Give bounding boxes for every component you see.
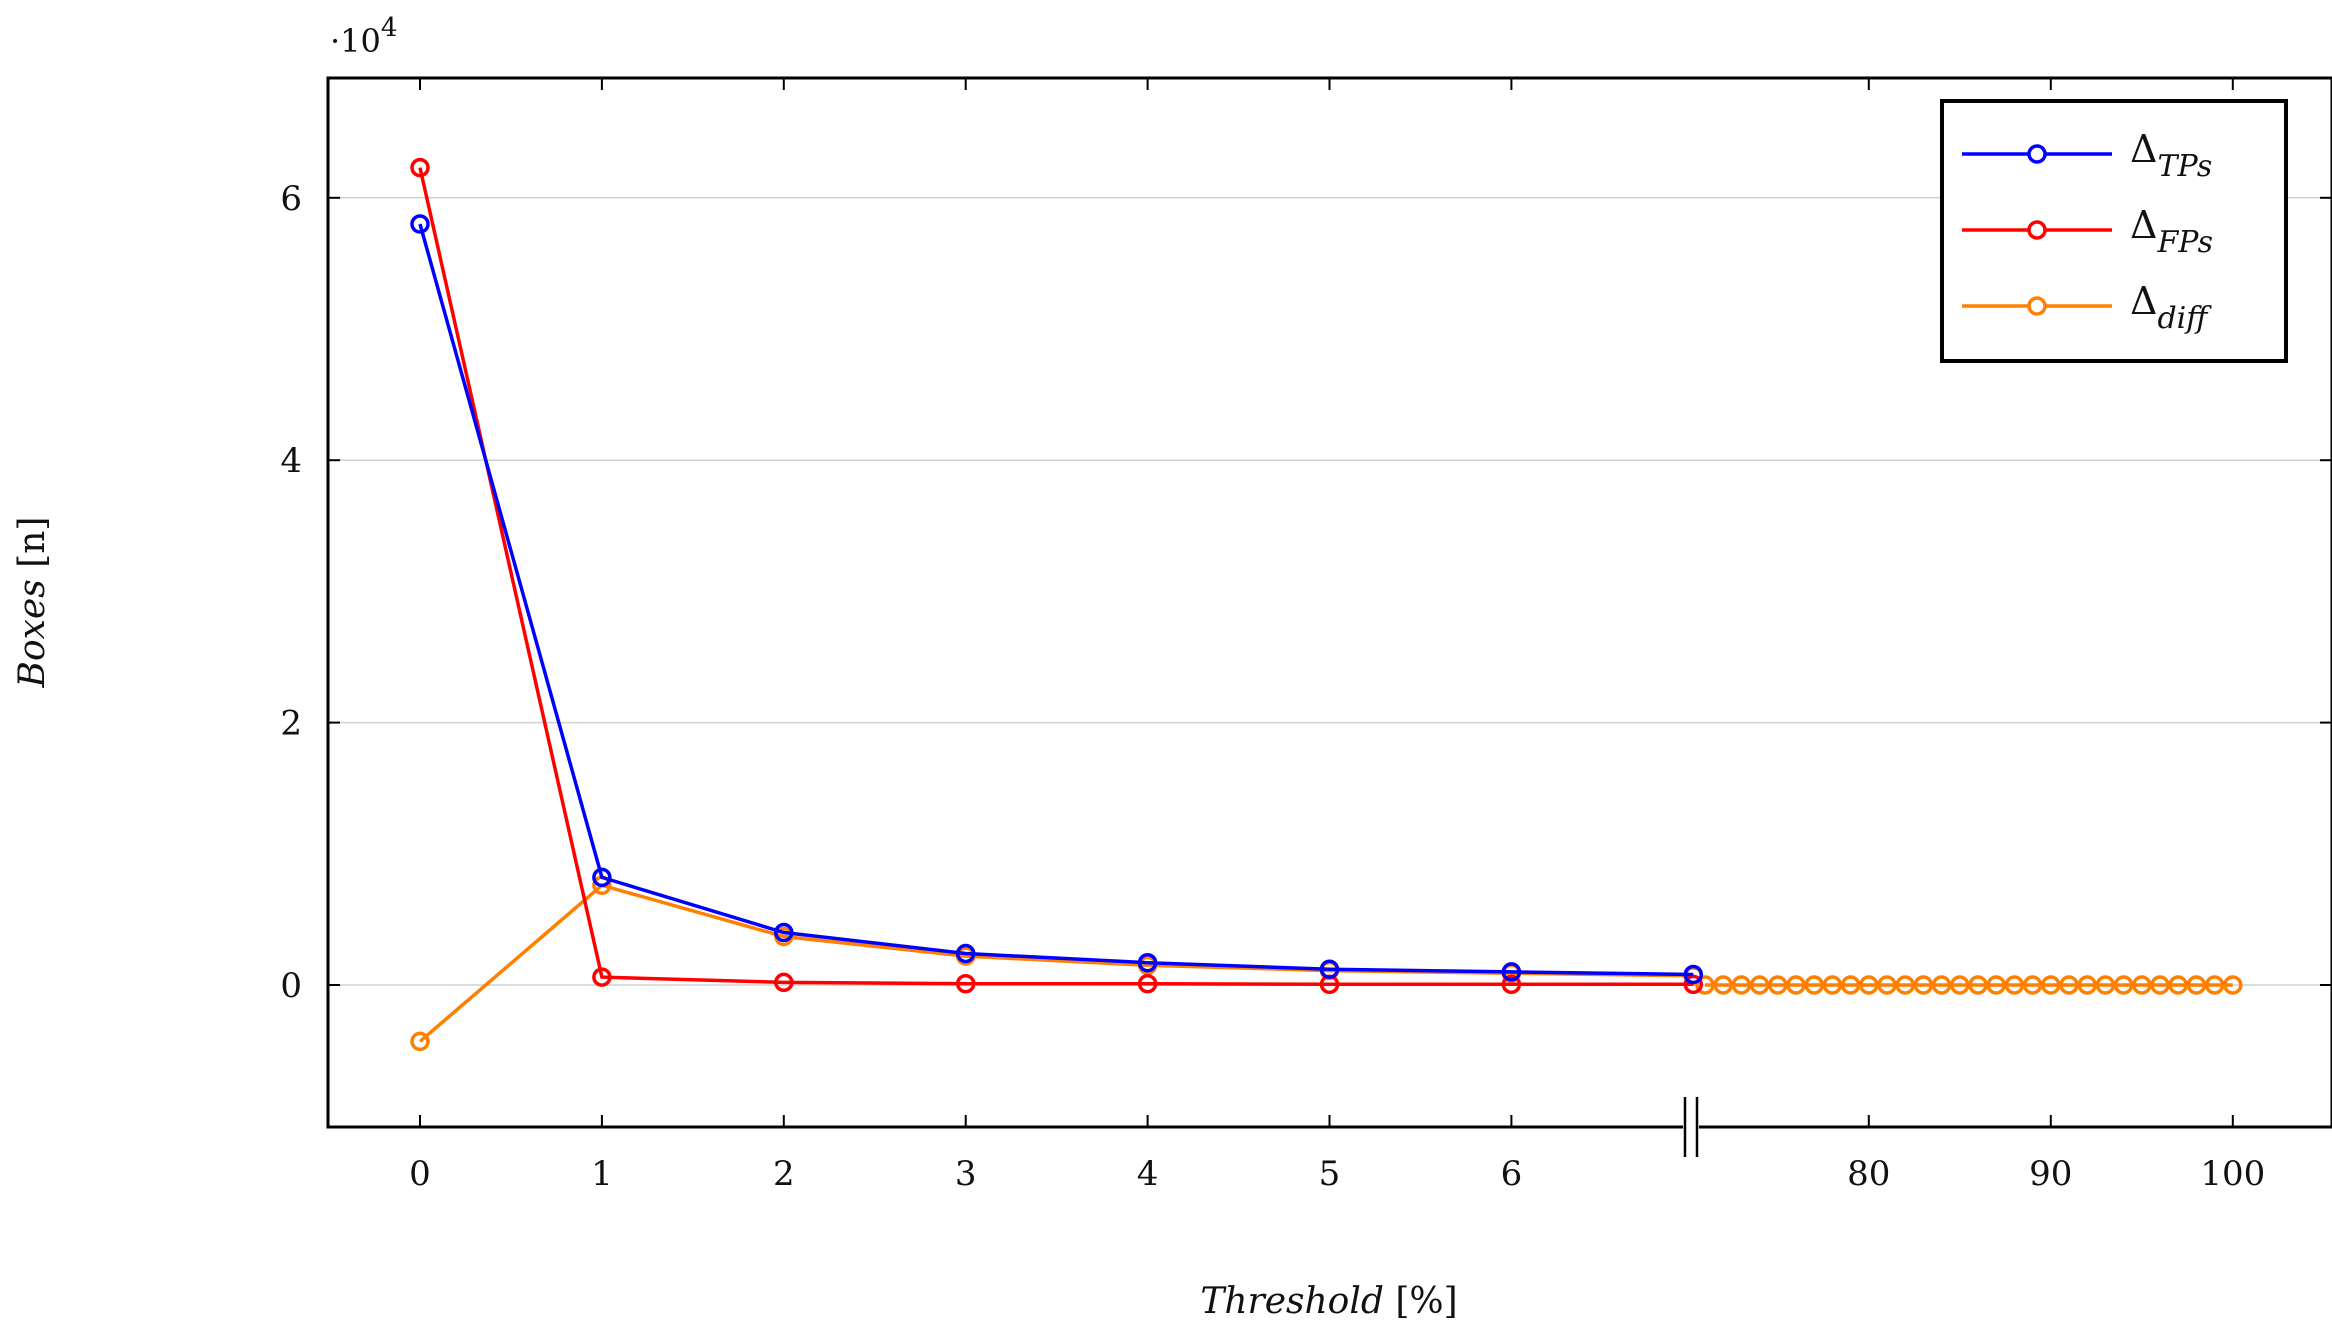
- x-axis-label: Threshold [%]: [1200, 1281, 1457, 1322]
- point-diff-17: [1859, 975, 1879, 995]
- legend-marker-diff: [2027, 296, 2047, 316]
- point-FPs-1: [592, 967, 612, 987]
- point-diff-21: [1931, 975, 1952, 995]
- point-diff-14: [1804, 975, 1824, 995]
- point-diff-32: [2132, 975, 2152, 995]
- axis-break-marker: [1683, 1097, 1699, 1157]
- point-TPs-3: [955, 943, 976, 964]
- y-tick-label-0: 0: [280, 966, 302, 1006]
- y-axis-label: Boxes [n]: [12, 517, 53, 689]
- series-TPs: [410, 214, 1704, 985]
- x-tick-label-7: 80: [1847, 1154, 1890, 1194]
- point-FPs-3: [955, 973, 976, 994]
- legend-symbol: Δ: [2130, 127, 2157, 171]
- point-diff-16: [1840, 975, 1861, 995]
- tick-labels: 0 2 4 6 0 1 2 3 4 5 6 80 90 100: [280, 179, 2265, 1194]
- y-tick-label-3: 6: [280, 179, 302, 219]
- legend-marker-FPs: [2027, 220, 2047, 240]
- point-TPs-5: [1319, 959, 1340, 980]
- point-diff-13: [1786, 975, 1806, 995]
- point-diff-37: [2223, 975, 2243, 995]
- legend-item-FPs: ΔFPs: [1962, 203, 2213, 260]
- point-diff-28: [2059, 975, 2079, 995]
- y-multiplier-base: ·10: [330, 22, 381, 60]
- x-tick-label-4: 4: [1137, 1154, 1159, 1194]
- series-line-FPs: [418, 167, 1694, 987]
- legend-label-diff: Δdiff: [2130, 279, 2212, 336]
- y-tick-label-2: 4: [280, 441, 302, 481]
- point-diff-24: [1986, 975, 2006, 995]
- y-axis-label-text: Boxes: [12, 579, 53, 688]
- series-diff: [410, 875, 2243, 1052]
- x-tick-label-2: 2: [773, 1154, 795, 1194]
- x-axis-label-unit: [%]: [1395, 1281, 1457, 1322]
- y-tick-label-1: 2: [280, 704, 302, 744]
- point-diff-10: [1731, 975, 1752, 995]
- x-tick-label-0: 0: [409, 1154, 431, 1194]
- point-diff-20: [1913, 975, 1934, 995]
- point-diff-33: [2150, 975, 2170, 995]
- x-tick-label-5: 5: [1319, 1154, 1341, 1194]
- point-diff-9: [1713, 975, 1733, 995]
- point-TPs-4: [1137, 952, 1158, 973]
- point-diff-35: [2186, 975, 2207, 995]
- point-FPs-7: [1683, 974, 1704, 995]
- x-tick-label-6: 6: [1501, 1154, 1523, 1194]
- axis-ticks: [328, 78, 2332, 1127]
- point-diff-11: [1749, 975, 1770, 995]
- plot-frame: [326, 76, 2332, 1129]
- point-FPs-0: [410, 157, 430, 178]
- point-diff-30: [2095, 975, 2116, 995]
- legend-symbol: Δ: [2130, 203, 2157, 247]
- legend-item-diff: Δdiff: [1962, 279, 2212, 336]
- break-gap: [1683, 1097, 1699, 1157]
- point-diff-23: [1968, 975, 1988, 995]
- legend-marker-TPs: [2027, 144, 2047, 164]
- point-diff-12: [1768, 975, 1788, 995]
- x-tick-label-9: 100: [2200, 1154, 2265, 1194]
- point-diff-8: [1695, 975, 1715, 995]
- point-diff-34: [2168, 975, 2188, 995]
- point-diff-19: [1895, 975, 1915, 995]
- series-line-TPs: [418, 223, 1694, 977]
- y-multiplier: ·104: [330, 13, 397, 60]
- point-TPs-1: [592, 867, 612, 888]
- x-tick-label-8: 90: [2029, 1154, 2072, 1194]
- x-axis-label-text: Threshold: [1200, 1281, 1384, 1322]
- legend-label-TPs: ΔTPs: [2130, 127, 2212, 184]
- point-diff-18: [1877, 975, 1897, 995]
- legend-subscript: diff: [2157, 301, 2212, 336]
- legend-subscript: TPs: [2157, 149, 2212, 184]
- legend-symbol: Δ: [2130, 279, 2157, 323]
- point-diff-22: [1950, 975, 1970, 995]
- x-tick-label-1: 1: [591, 1154, 613, 1194]
- x-tick-label-3: 3: [955, 1154, 977, 1194]
- point-FPs-2: [774, 972, 794, 993]
- point-diff-26: [2022, 975, 2043, 995]
- point-FPs-4: [1137, 973, 1158, 994]
- point-TPs-2: [774, 922, 794, 943]
- legend-item-TPs: ΔTPs: [1962, 127, 2212, 184]
- series-layer: [410, 157, 2243, 1052]
- point-diff-29: [2077, 975, 2097, 995]
- point-diff-25: [2004, 975, 2025, 995]
- legend-subscript: FPs: [2156, 225, 2213, 260]
- point-diff-36: [2204, 975, 2225, 995]
- series-FPs: [410, 157, 1704, 995]
- point-diff-15: [1822, 975, 1843, 995]
- point-TPs-6: [1501, 962, 1522, 982]
- y-multiplier-exponent: 4: [381, 13, 398, 43]
- point-TPs-0: [410, 214, 430, 234]
- point-diff-31: [2113, 975, 2134, 995]
- point-diff-0: [410, 1031, 430, 1052]
- point-TPs-7: [1683, 964, 1704, 985]
- point-FPs-6: [1501, 974, 1522, 995]
- point-diff-27: [2041, 975, 2061, 995]
- y-axis-label-unit: [n]: [12, 517, 53, 568]
- legend-label-FPs: ΔFPs: [2130, 203, 2213, 260]
